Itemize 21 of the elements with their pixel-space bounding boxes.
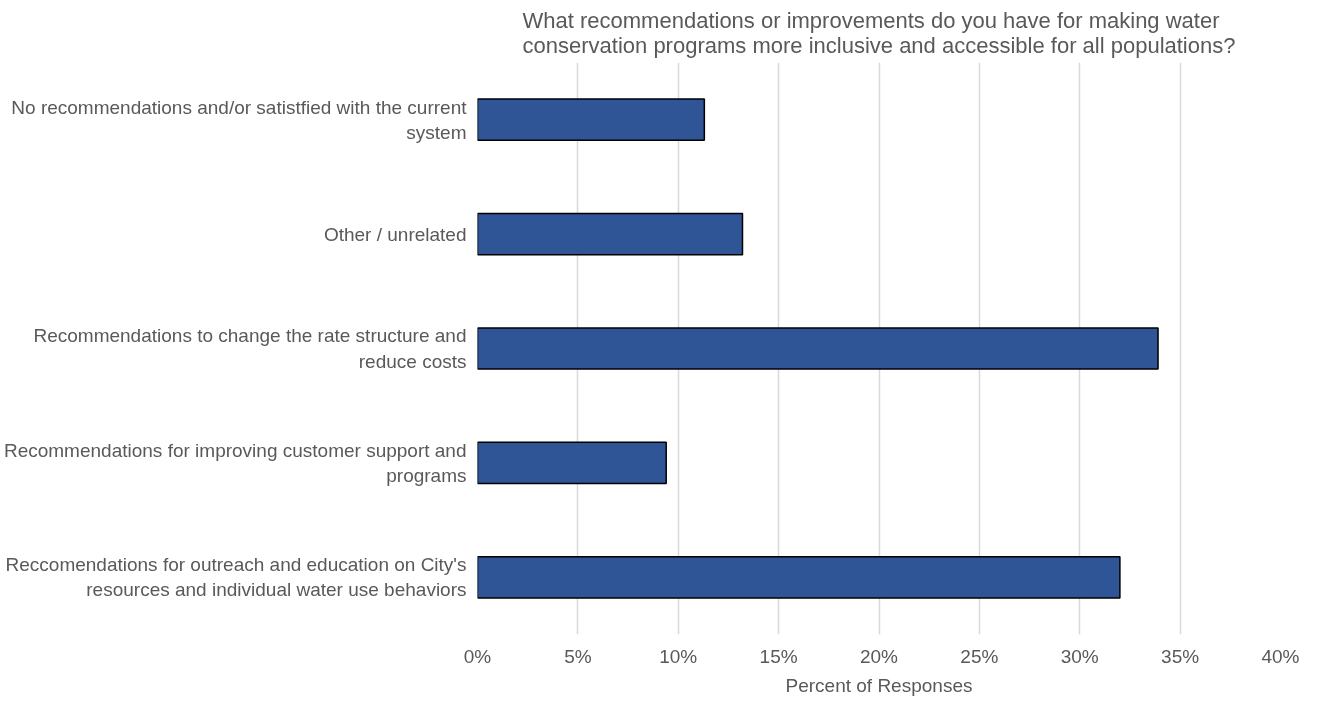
bar [477, 212, 744, 256]
y-tick-label: Recommendations for improving customer support and programs [3, 439, 467, 486]
x-tick-label: 0% [463, 645, 492, 667]
x-tick-label: 15% [759, 645, 798, 667]
x-tick-label: 10% [659, 645, 698, 667]
x-tick-label: 25% [960, 645, 999, 667]
x-axis-title: Percent of Responses [785, 674, 973, 696]
bar [477, 98, 706, 142]
y-tick-label: No recommendations and/or satistfied with the current system [11, 96, 468, 143]
x-tick-label: 20% [859, 645, 899, 667]
x-tick-label: 5% [564, 645, 592, 667]
y-tick-label: Other / unrelated [323, 223, 467, 245]
x-tick-label: 30% [1060, 645, 1099, 667]
x-tick-label: 35% [1161, 645, 1200, 667]
bar [477, 555, 1121, 599]
y-tick-label: Reccomendations for outreach and education on City's resources and individual water use behaviors [5, 554, 467, 601]
bar [477, 441, 667, 485]
x-tick-label: 40% [1261, 645, 1300, 667]
bar [477, 327, 1159, 370]
chart-title: What recommendations or improvements do you have for making water conservation programs more inclusive and accessible for all populations? [522, 7, 1236, 58]
y-tick-label: Recommendations to change the rate structure and reduce costs [33, 325, 467, 372]
